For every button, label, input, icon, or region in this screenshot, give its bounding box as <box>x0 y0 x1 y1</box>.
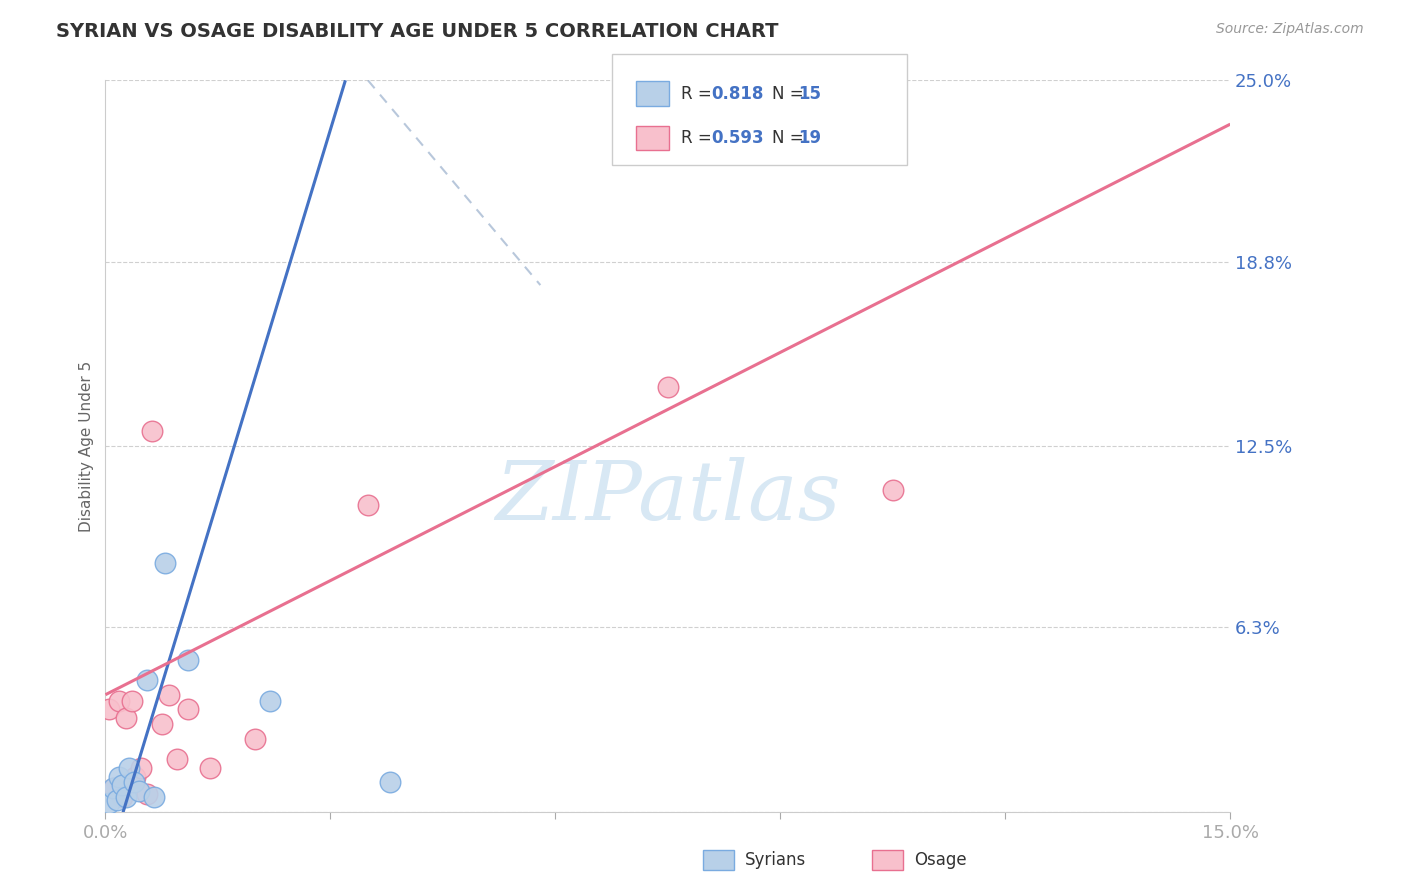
Point <box>259 693 281 707</box>
Text: 0.818: 0.818 <box>711 85 763 103</box>
Point <box>103 781 125 796</box>
Text: Syrians: Syrians <box>745 851 807 869</box>
Point <box>882 483 904 497</box>
Point <box>105 793 128 807</box>
Point <box>177 652 200 666</box>
Point <box>115 711 138 725</box>
Y-axis label: Disability Age Under 5: Disability Age Under 5 <box>79 360 94 532</box>
Point <box>200 761 222 775</box>
Point <box>122 775 145 789</box>
Point <box>131 761 153 775</box>
Point <box>155 556 177 570</box>
Point <box>98 796 121 810</box>
Point <box>157 688 180 702</box>
Point <box>135 673 157 687</box>
Point <box>111 778 134 792</box>
Text: ZIPatlas: ZIPatlas <box>495 458 841 537</box>
Text: SYRIAN VS OSAGE DISABILITY AGE UNDER 5 CORRELATION CHART: SYRIAN VS OSAGE DISABILITY AGE UNDER 5 C… <box>56 22 779 41</box>
Point <box>98 702 121 716</box>
Text: N =: N = <box>772 129 808 147</box>
Point <box>121 693 143 707</box>
Point <box>124 770 146 784</box>
Point <box>128 784 150 798</box>
Text: R =: R = <box>681 129 717 147</box>
Point <box>166 752 188 766</box>
Point <box>108 770 131 784</box>
Point <box>135 787 157 801</box>
Text: N =: N = <box>772 85 808 103</box>
Point <box>115 790 138 805</box>
Point <box>101 781 124 796</box>
Point <box>357 498 380 512</box>
Point <box>143 790 166 805</box>
Text: 0.593: 0.593 <box>711 129 763 147</box>
Point <box>141 425 163 439</box>
Text: R =: R = <box>681 85 717 103</box>
Text: Source: ZipAtlas.com: Source: ZipAtlas.com <box>1216 22 1364 37</box>
Point <box>150 717 173 731</box>
Point <box>380 775 402 789</box>
Point <box>108 693 131 707</box>
Point <box>118 761 141 775</box>
Point <box>657 380 679 394</box>
Text: Osage: Osage <box>914 851 966 869</box>
Point <box>245 731 267 746</box>
Text: 15: 15 <box>799 85 821 103</box>
Text: 19: 19 <box>799 129 821 147</box>
Point <box>111 790 134 805</box>
Point <box>177 702 200 716</box>
